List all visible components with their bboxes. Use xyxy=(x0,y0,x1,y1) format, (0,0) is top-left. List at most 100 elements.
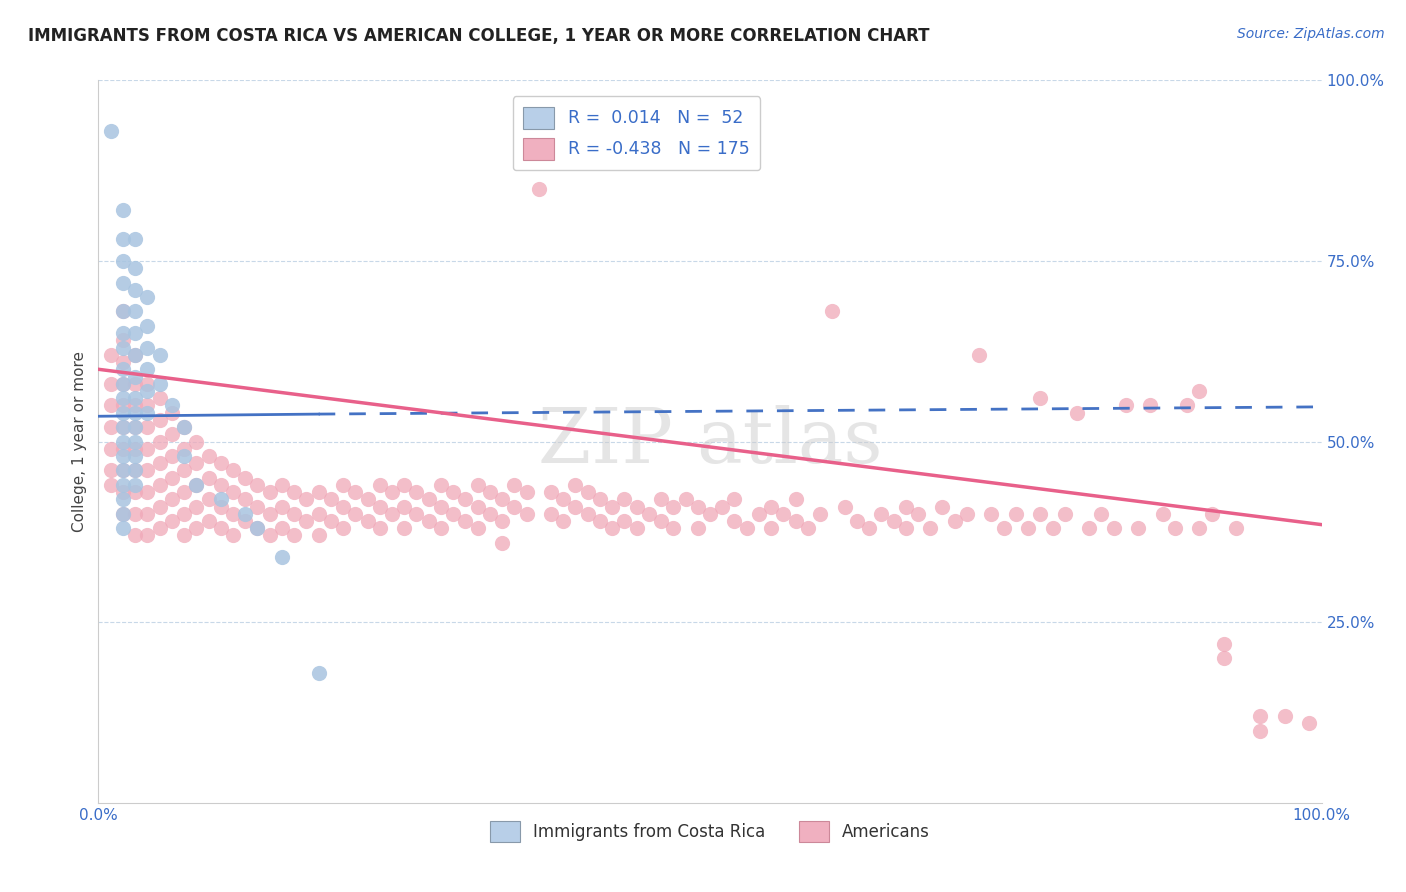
Point xyxy=(332,500,354,514)
Point xyxy=(662,521,685,535)
Point xyxy=(124,391,146,405)
Point xyxy=(246,500,269,514)
Point xyxy=(430,521,453,535)
Point xyxy=(858,521,880,535)
Point xyxy=(124,485,146,500)
Point xyxy=(149,478,172,492)
Point xyxy=(405,485,427,500)
Text: Source: ZipAtlas.com: Source: ZipAtlas.com xyxy=(1237,27,1385,41)
Point xyxy=(467,478,489,492)
Point xyxy=(344,485,367,500)
Point xyxy=(111,376,134,391)
Point xyxy=(1274,709,1296,723)
Point xyxy=(197,514,219,528)
Point xyxy=(392,500,416,514)
Point xyxy=(111,463,134,477)
Point xyxy=(197,470,219,484)
Point xyxy=(136,406,159,420)
Point xyxy=(186,456,208,470)
Point xyxy=(1128,521,1150,535)
Point xyxy=(111,355,134,369)
Point xyxy=(136,290,159,304)
Point xyxy=(136,376,159,391)
Point xyxy=(368,478,391,492)
Point xyxy=(1188,384,1211,398)
Point xyxy=(149,348,172,362)
Point xyxy=(124,348,146,362)
Point xyxy=(1188,521,1211,535)
Point xyxy=(160,492,183,507)
Point xyxy=(503,478,526,492)
Point xyxy=(209,492,232,507)
Point xyxy=(124,434,146,449)
Point xyxy=(894,500,917,514)
Point xyxy=(136,507,159,521)
Point xyxy=(124,406,146,420)
Point xyxy=(197,492,219,507)
Point xyxy=(1212,637,1234,651)
Point xyxy=(111,434,134,449)
Point xyxy=(576,507,599,521)
Point xyxy=(491,535,513,549)
Point xyxy=(136,420,159,434)
Point xyxy=(564,500,586,514)
Point xyxy=(136,318,159,333)
Point xyxy=(295,514,318,528)
Point xyxy=(540,485,562,500)
Point xyxy=(650,492,672,507)
Point xyxy=(136,384,159,398)
Point xyxy=(246,521,269,535)
Point xyxy=(136,442,159,456)
Point xyxy=(785,492,807,507)
Point xyxy=(662,500,685,514)
Point xyxy=(100,398,122,412)
Point xyxy=(283,485,305,500)
Point xyxy=(124,369,146,384)
Point xyxy=(222,507,245,521)
Text: IMMIGRANTS FROM COSTA RICA VS AMERICAN COLLEGE, 1 YEAR OR MORE CORRELATION CHART: IMMIGRANTS FROM COSTA RICA VS AMERICAN C… xyxy=(28,27,929,45)
Point xyxy=(368,500,391,514)
Point xyxy=(160,470,183,484)
Point xyxy=(441,485,464,500)
Point xyxy=(564,478,586,492)
Point xyxy=(821,304,844,318)
Point xyxy=(111,507,134,521)
Point xyxy=(430,478,453,492)
Point xyxy=(308,507,330,521)
Point xyxy=(613,492,636,507)
Point xyxy=(186,478,208,492)
Point xyxy=(540,507,562,521)
Point xyxy=(111,420,134,434)
Point xyxy=(308,528,330,542)
Point xyxy=(1201,507,1223,521)
Point xyxy=(100,348,122,362)
Point xyxy=(173,463,195,477)
Point xyxy=(356,492,378,507)
Point xyxy=(392,521,416,535)
Point xyxy=(173,442,195,456)
Point xyxy=(149,413,172,427)
Point xyxy=(173,449,195,463)
Point xyxy=(808,507,831,521)
Point xyxy=(186,500,208,514)
Point xyxy=(136,485,159,500)
Point xyxy=(1066,406,1088,420)
Point xyxy=(527,182,550,196)
Point xyxy=(1225,521,1247,535)
Point xyxy=(675,492,697,507)
Point xyxy=(222,485,245,500)
Point xyxy=(1090,507,1112,521)
Point xyxy=(111,232,134,246)
Point xyxy=(136,341,159,355)
Point xyxy=(1053,507,1076,521)
Point xyxy=(980,507,1002,521)
Point xyxy=(136,362,159,376)
Point xyxy=(124,398,146,412)
Point xyxy=(589,492,612,507)
Y-axis label: College, 1 year or more: College, 1 year or more xyxy=(72,351,87,532)
Point xyxy=(454,514,477,528)
Point xyxy=(111,406,134,420)
Point xyxy=(173,528,195,542)
Point xyxy=(111,304,134,318)
Point xyxy=(1298,716,1320,731)
